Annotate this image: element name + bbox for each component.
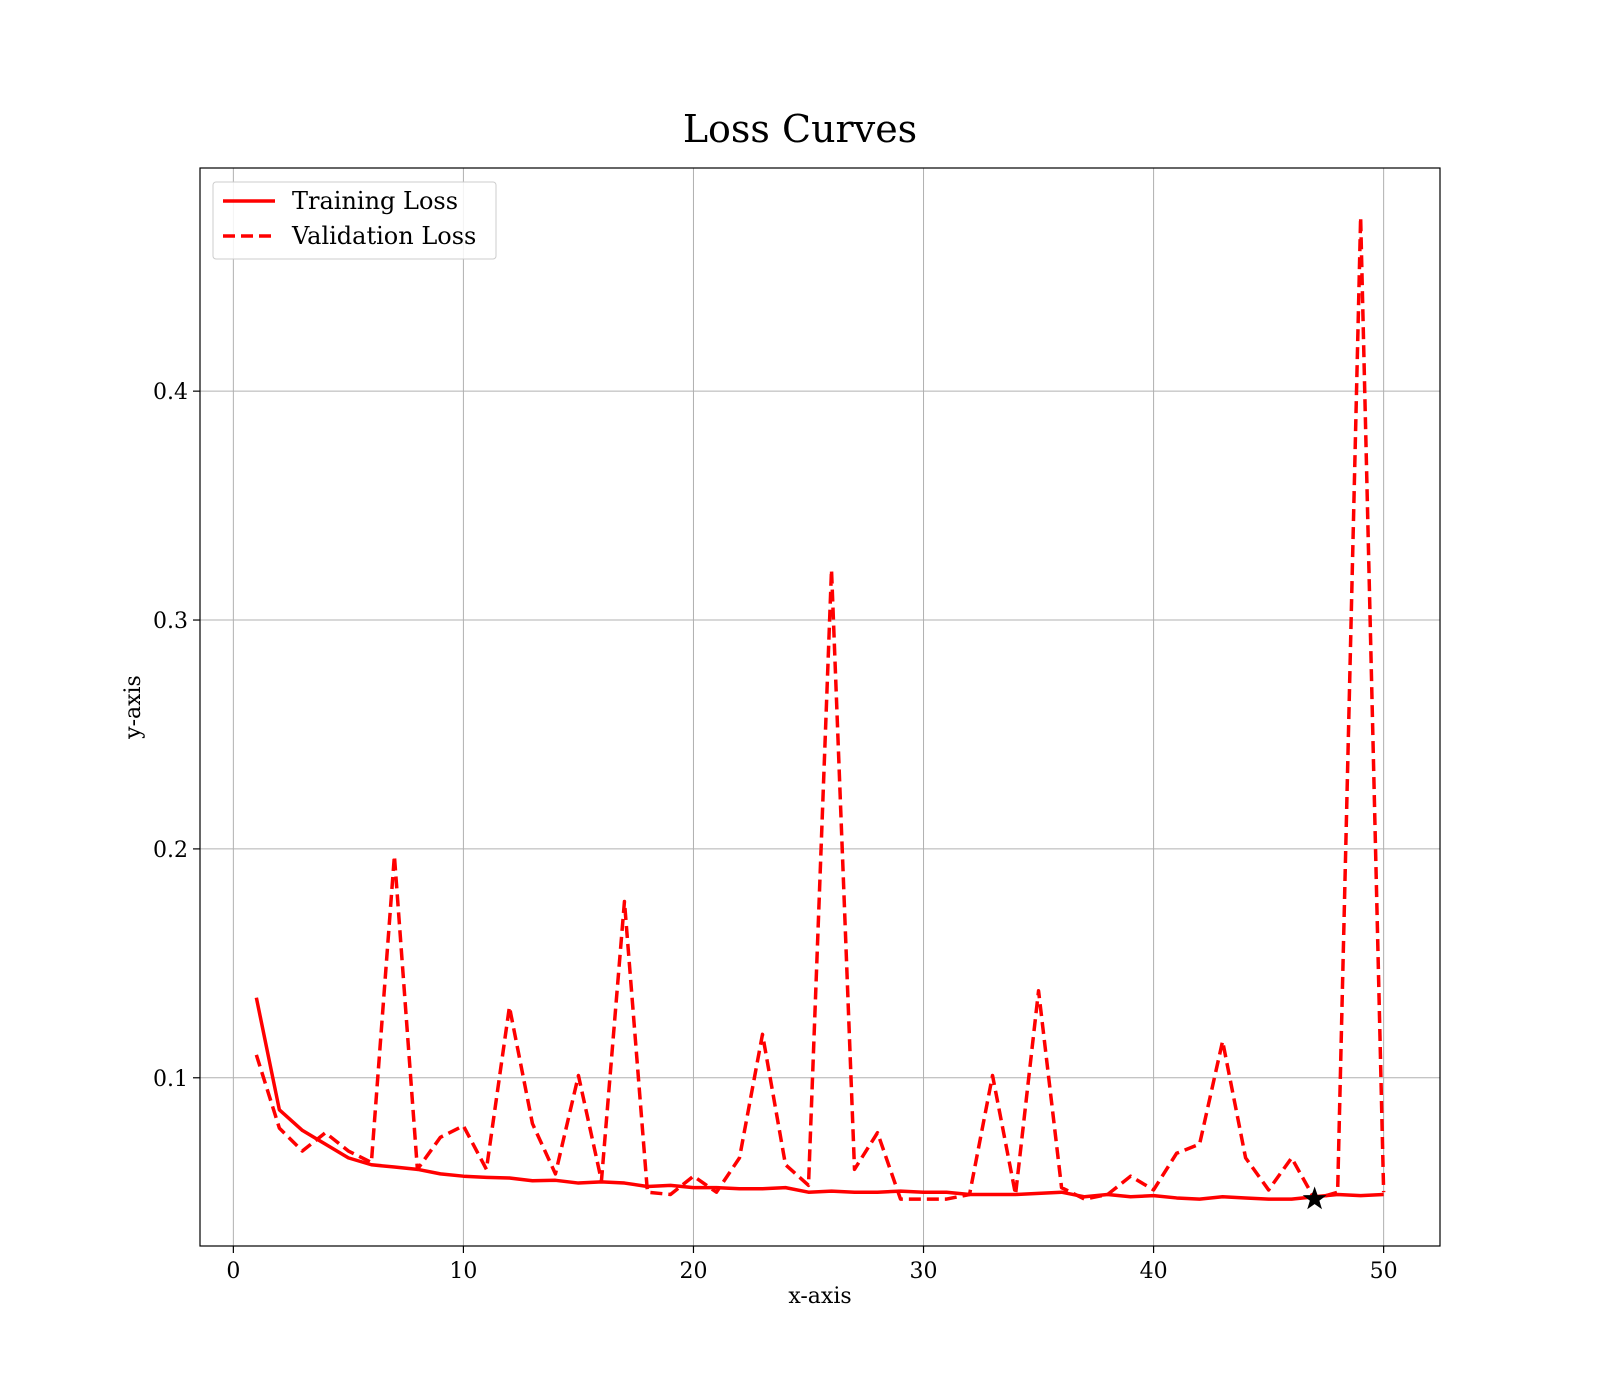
y-tick-label: 0.3 [153, 609, 188, 634]
training-loss-line [254, 997, 1384, 1201]
axis-ticks: 0 10 20 30 40 50 0.1 0.2 0.3 0.4 [153, 380, 1398, 1284]
chart-title: Loss Curves [683, 107, 917, 151]
y-tick-label: 0.4 [153, 380, 188, 405]
y-axis-label: y-axis [121, 675, 146, 740]
y-tick-label: 0.2 [153, 838, 188, 863]
x-tick-label: 0 [226, 1259, 240, 1284]
x-axis-label: x-axis [788, 1284, 851, 1309]
validation-loss-line [254, 215, 1386, 1201]
x-tick-label: 50 [1370, 1259, 1398, 1284]
y-tick-label: 0.1 [153, 1067, 188, 1092]
x-tick-label: 20 [679, 1259, 707, 1284]
x-tick-label: 40 [1140, 1259, 1168, 1284]
best-epoch-marker-layer [1302, 1186, 1327, 1210]
x-tick-label: 10 [449, 1259, 477, 1284]
series-lines [254, 215, 1386, 1201]
legend-label-validation: Validation Loss [291, 222, 476, 250]
best-epoch-star-marker [1302, 1186, 1327, 1210]
grid [200, 168, 1440, 1246]
legend-label-training: Training Loss [292, 187, 458, 215]
plot-frame [199, 167, 1441, 1247]
legend-box [212, 181, 497, 260]
legend: Training Loss Validation Loss [212, 181, 497, 260]
x-tick-label: 30 [910, 1259, 938, 1284]
